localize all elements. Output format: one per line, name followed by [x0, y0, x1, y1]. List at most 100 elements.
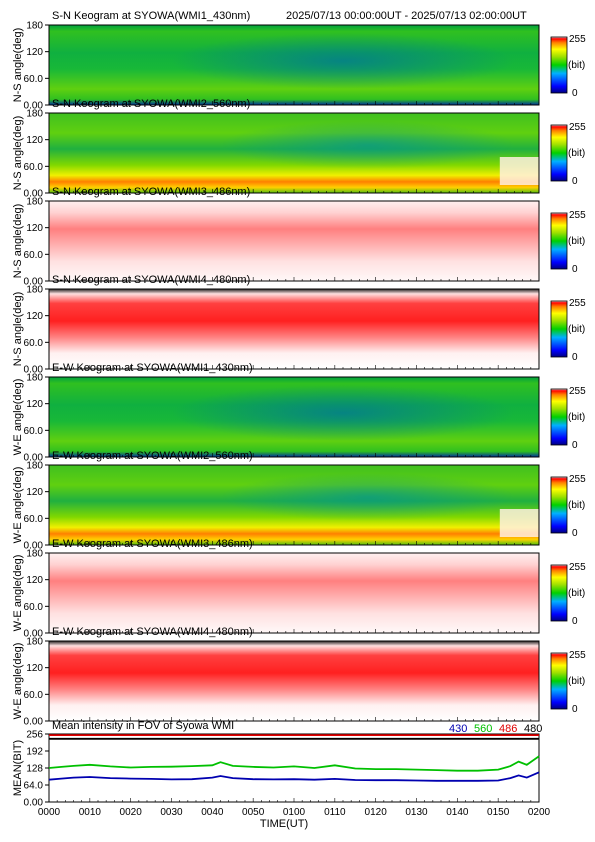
colorbar: 255 (bit) 0	[550, 34, 586, 99]
keogram-panel: E-W Keogram at SYOWA(WMI1_430nm) W-E angl…	[12, 362, 586, 464]
colorbar: 255 (bit) 0	[550, 650, 586, 715]
colorbar-max: 255	[569, 386, 586, 397]
colorbar-min: 0	[572, 704, 578, 715]
colorbar-scale	[550, 212, 568, 270]
y-tick-label: 180	[26, 109, 43, 120]
keogram-panel: E-W Keogram at SYOWA(WMI4_480nm) W-E angl…	[12, 626, 586, 728]
x-tick-label: 0140	[446, 807, 469, 818]
colorbar-unit: (bit)	[568, 412, 585, 423]
colorbar: 255 (bit) 0	[550, 562, 586, 627]
series-line-560	[48, 755, 540, 772]
y-tick-label: 0.00	[24, 277, 44, 288]
keogram-panel: E-W Keogram at SYOWA(WMI2_560nm) W-E angl…	[12, 450, 586, 552]
panel-ylabel: N-S angle(deg)	[12, 116, 24, 191]
keogram-panel: S-N Keogram at SYOWA(WMI4_480nm) N-S angl…	[12, 274, 586, 376]
colorbar: 255 (bit) 0	[550, 474, 586, 539]
legend-560: 560	[474, 723, 492, 735]
colorbar-unit: (bit)	[568, 60, 585, 71]
y-tick-label: 120	[26, 663, 43, 674]
colorbar-min: 0	[572, 352, 578, 363]
y-tick-label: 60.0	[24, 162, 44, 173]
y-tick-label: 0.00	[24, 189, 44, 200]
x-tick-label: 0150	[487, 807, 510, 818]
keogram-dim-region	[49, 113, 539, 193]
colorbar-scale	[550, 36, 568, 94]
y-tick-label: 120	[26, 47, 43, 58]
colorbar: 255 (bit) 0	[550, 298, 586, 363]
y-tick-label: 0.00	[24, 365, 44, 376]
y-tick-label: 60.0	[24, 602, 44, 613]
colorbar-scale	[550, 564, 568, 622]
x-tick-label: 0020	[120, 807, 143, 818]
keogram-image	[49, 641, 539, 721]
y-tick-label: 60.0	[24, 338, 44, 349]
legend-486: 486	[499, 723, 517, 735]
panel-title: S-N Keogram at SYOWA(WMI3_486nm)	[52, 186, 250, 198]
x-tick-label: 0100	[283, 807, 306, 818]
y-tick-label: 180	[26, 637, 43, 648]
colorbar-scale	[550, 476, 568, 534]
colorbar: 255 (bit) 0	[550, 122, 586, 187]
keogram-image	[49, 289, 539, 369]
y-tick-label: 0.00	[24, 453, 44, 464]
y-tick-label: 120	[26, 487, 43, 498]
keogram-dim-region	[49, 377, 539, 457]
keogram-panel: E-W Keogram at SYOWA(WMI3_486nm) W-E angl…	[12, 538, 586, 640]
keogram-dim-region	[49, 465, 539, 545]
panel-ylabel: W-E angle(deg)	[12, 555, 24, 632]
panel-title: S-N Keogram at SYOWA(WMI2_560nm)	[52, 98, 250, 110]
panel-title: S-N Keogram at SYOWA(WMI4_480nm)	[52, 274, 250, 286]
colorbar-max: 255	[569, 210, 586, 221]
x-tick-label: 0050	[242, 807, 265, 818]
y-tick-label: 0.00	[24, 798, 44, 809]
panel-title: Mean intensity in FOV of Syowa WMI	[52, 720, 234, 732]
keogram-image	[49, 553, 539, 633]
panel-title: E-W Keogram at SYOWA(WMI2_560nm)	[52, 450, 253, 462]
colorbar: 255 (bit) 0	[550, 386, 586, 451]
panel-title: E-W Keogram at SYOWA(WMI3_486nm)	[52, 538, 253, 550]
x-tick-label: 0010	[79, 807, 102, 818]
colorbar-max: 255	[569, 298, 586, 309]
panel-ylabel: W-E angle(deg)	[12, 467, 24, 544]
y-tick-label: 128	[26, 764, 43, 775]
series-line-430	[48, 771, 540, 782]
colorbar-scale	[550, 652, 568, 710]
y-tick-label: 60.0	[24, 690, 44, 701]
y-tick-label: 192	[26, 747, 43, 758]
y-tick-label: 180	[26, 197, 43, 208]
colorbar-max: 255	[569, 122, 586, 133]
colorbar-scale	[550, 300, 568, 358]
colorbar-max: 255	[569, 474, 586, 485]
colorbar: 255 (bit) 0	[550, 210, 586, 275]
colorbar-scale	[550, 388, 568, 446]
y-tick-label: 0.00	[24, 629, 44, 640]
panel-title: E-W Keogram at SYOWA(WMI4_480nm)	[52, 626, 253, 638]
keogram-panel: S-N Keogram at SYOWA(WMI3_486nm) N-S angl…	[12, 186, 586, 288]
colorbar-min: 0	[572, 264, 578, 275]
colorbar-unit: (bit)	[568, 588, 585, 599]
colorbar-unit: (bit)	[568, 148, 585, 159]
panel-ylabel: N-S angle(deg)	[12, 292, 24, 367]
x-tick-label: 0040	[201, 807, 224, 818]
y-tick-label: 120	[26, 311, 43, 322]
line-ylabel: MEAN(BIT)	[12, 740, 24, 796]
colorbar-max: 255	[569, 562, 586, 573]
panel-ylabel: W-E angle(deg)	[12, 643, 24, 720]
x-tick-label: 0000	[38, 807, 61, 818]
line-xlabel: TIME(UT)	[260, 818, 308, 830]
y-tick-label: 0.00	[24, 101, 44, 112]
panel-ylabel: N-S angle(deg)	[12, 204, 24, 279]
y-tick-label: 180	[26, 461, 43, 472]
colorbar-min: 0	[572, 440, 578, 451]
y-tick-label: 120	[26, 575, 43, 586]
panel-title: E-W Keogram at SYOWA(WMI1_430nm)	[52, 362, 253, 374]
x-tick-label: 0130	[405, 807, 428, 818]
keogram-image	[49, 201, 539, 281]
keogram-dim-region	[49, 25, 539, 105]
x-tick-label: 0200	[528, 807, 551, 818]
y-tick-label: 60.0	[24, 250, 44, 261]
y-tick-label: 180	[26, 21, 43, 32]
y-tick-label: 60.0	[24, 426, 44, 437]
panel-ylabel: N-S angle(deg)	[12, 28, 24, 103]
